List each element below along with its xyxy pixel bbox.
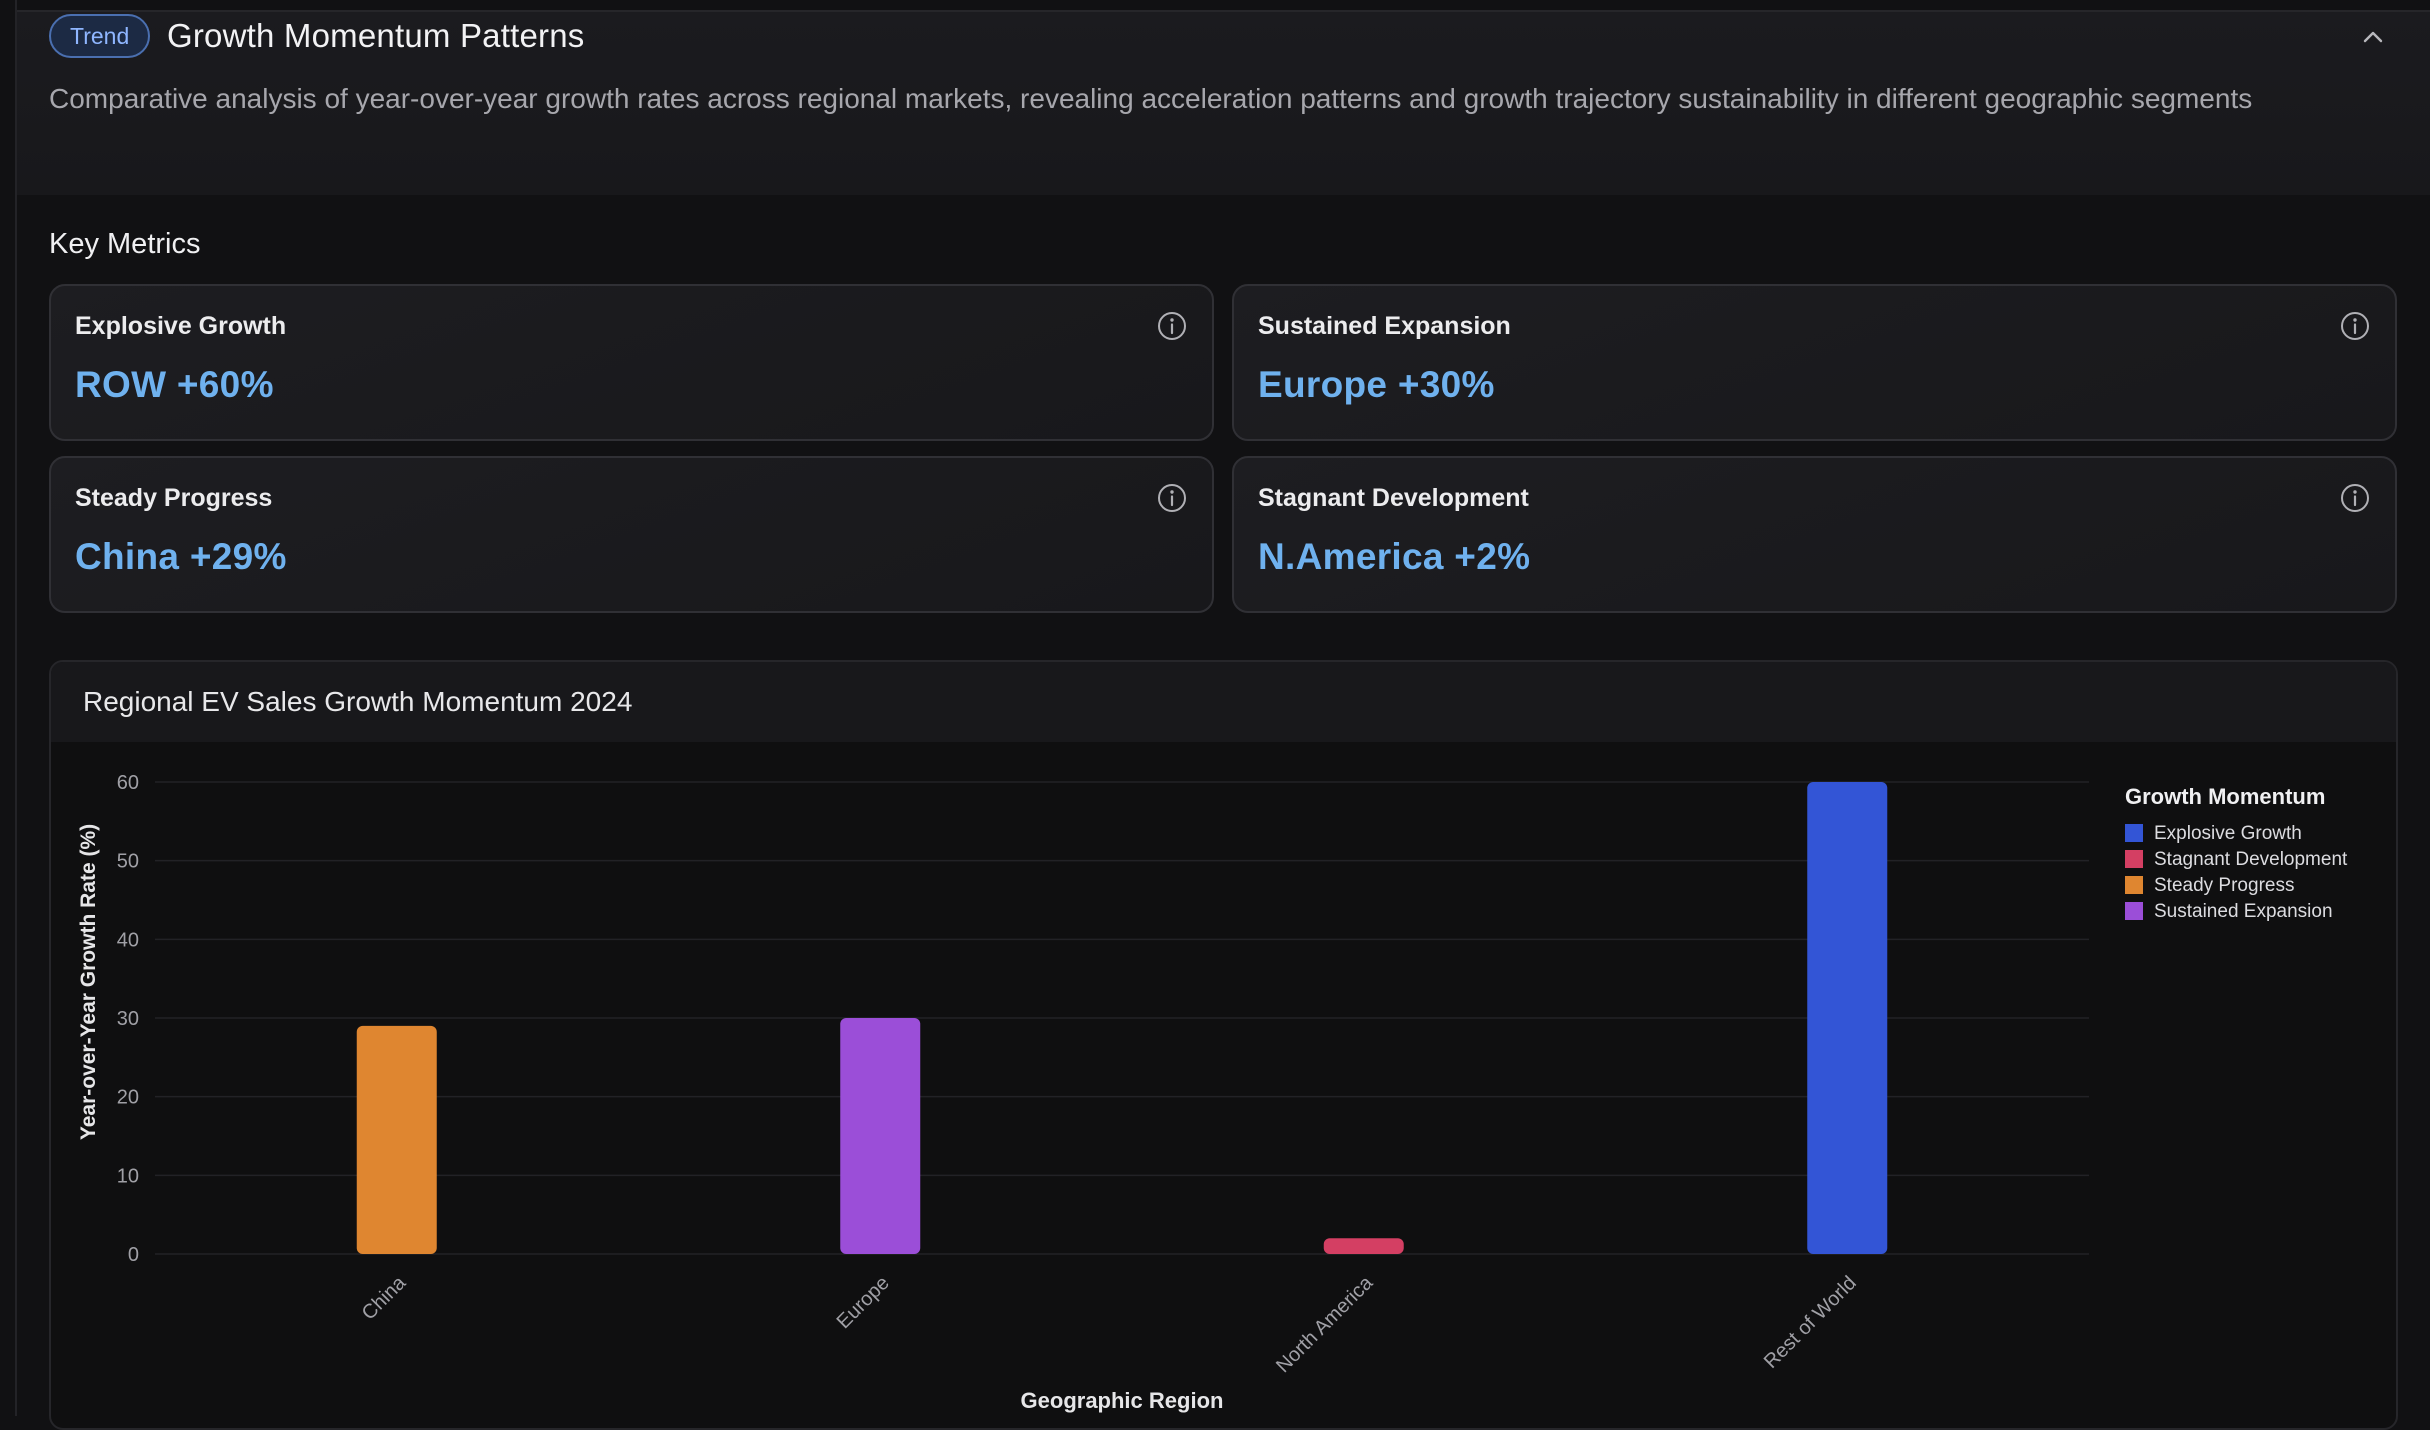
legend-item: Stagnant Development [2154,849,2348,870]
legend-swatch [2125,824,2143,842]
metric-value: China +29% [75,536,287,577]
bar-north-america[interactable] [1323,1238,1404,1254]
y-tick-label: 50 [117,851,139,873]
insight-header: Trend Growth Momentum Patterns Comparati… [17,10,2430,195]
x-axis-label: Geographic Region [1021,1388,1224,1413]
y-tick-label: 20 [117,1087,139,1109]
chart-panel: Regional EV Sales Growth Momentum 2024 0… [49,660,2398,1430]
metric-value: Europe +30% [1258,364,1495,405]
metric-label: Steady Progress [75,484,273,512]
metric-label: Stagnant Development [1258,484,1529,512]
metric-value: N.America +2% [1258,536,1531,577]
legend-swatch [2125,902,2143,920]
chart-header: Regional EV Sales Growth Momentum 2024 [51,662,2396,742]
chart-title: Regional EV Sales Growth Momentum 2024 [83,686,633,717]
legend-swatch [2125,850,2143,868]
y-tick-label: 30 [117,1008,139,1030]
legend: Growth Momentum Explosive Growth Stagnant… [2125,784,2348,922]
bar-europe[interactable] [840,1018,921,1254]
y-tick-label: 40 [117,929,139,951]
x-tick-label: Rest of World [1760,1272,1861,1373]
x-tick-label: China [358,1271,411,1324]
bar-china[interactable] [356,1025,437,1254]
bar-chart: 0 10 20 30 40 50 60 China Europe North America Re… [77,772,2348,1413]
metric-card-explosive-growth: Explosive Growth ROW +60% [49,284,1214,441]
page-title: Growth Momentum Patterns [167,17,585,54]
metric-value: ROW +60% [75,364,274,405]
insight-description: Comparative analysis of year-over-year g… [49,83,2253,114]
y-tick-label: 10 [117,1165,139,1187]
info-icon[interactable] [1156,482,1188,514]
bar-rest-of-world[interactable] [1807,782,1888,1254]
info-icon[interactable] [2339,482,2371,514]
info-icon[interactable] [1156,310,1188,342]
key-metrics-title: Key Metrics [49,228,201,260]
legend-item: Steady Progress [2154,875,2294,896]
legend-title: Growth Momentum [2125,784,2325,809]
trend-badge: Trend [49,14,151,58]
legend-swatch [2125,876,2143,894]
metric-card-steady-progress: Steady Progress China +29% [49,456,1214,613]
metric-label: Sustained Expansion [1258,312,1511,340]
metric-card-stagnant-development: Stagnant Development N.America +2% [1232,456,2397,613]
x-tick-label: Europe [833,1272,894,1333]
y-axis-label: Year-over-Year Growth Rate (%) [77,824,100,1140]
left-rule [15,0,17,1416]
legend-item: Explosive Growth [2154,823,2302,844]
metric-label: Explosive Growth [75,312,287,340]
y-tick-label: 0 [128,1244,139,1266]
info-icon[interactable] [2339,310,2371,342]
x-tick-label: North America [1272,1271,1378,1377]
collapse-button[interactable] [2358,22,2388,52]
y-tick-label: 60 [117,772,139,794]
metric-card-sustained-expansion: Sustained Expansion Europe +30% [1232,284,2397,441]
legend-item: Sustained Expansion [2154,901,2333,922]
chevron-up-icon [2363,31,2383,43]
